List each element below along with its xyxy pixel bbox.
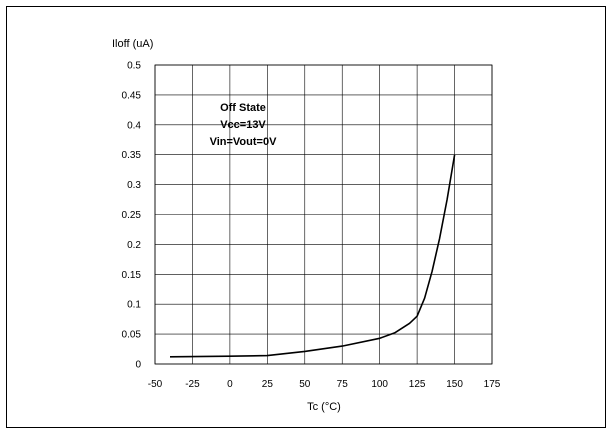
x-tick-label: 25 — [262, 379, 274, 390]
plot-border — [154, 64, 493, 365]
x-tick-label: -25 — [185, 379, 200, 390]
x-tick-label: 75 — [337, 379, 349, 390]
y-tick-label: 0.15 — [122, 270, 142, 281]
x-tick-label: 175 — [484, 379, 501, 390]
annotation-line-2: Vcc=13V — [220, 119, 266, 131]
x-tick-label: 125 — [409, 379, 426, 390]
y-tick-label: 0.45 — [122, 90, 142, 101]
annotation-line-1: Off State — [220, 102, 266, 114]
y-tick-label: 0.05 — [122, 330, 142, 341]
y-tick-label: 0 — [135, 360, 141, 371]
x-tick-label: -50 — [148, 379, 163, 390]
y-tick-label: 0.35 — [122, 150, 142, 161]
y-tick-label: 0.2 — [127, 240, 141, 251]
chart-frame — [6, 6, 606, 428]
x-tick-label: 50 — [299, 379, 311, 390]
y-tick-label: 0.1 — [127, 300, 141, 311]
y-tick-label: 0.5 — [127, 61, 141, 72]
x-tick-label: 100 — [371, 379, 388, 390]
x-axis-title: Tc (°C) — [307, 401, 341, 413]
y-axis-title: Iloff (uA) — [112, 38, 153, 50]
y-tick-label: 0.4 — [127, 120, 141, 131]
y-tick-label: 0.25 — [122, 210, 142, 221]
x-tick-label: 0 — [227, 379, 233, 390]
y-tick-label: 0.3 — [127, 180, 141, 191]
annotation-line-3: Vin=Vout=0V — [210, 136, 278, 148]
x-tick-label: 150 — [446, 379, 463, 390]
series-line — [169, 154, 456, 358]
